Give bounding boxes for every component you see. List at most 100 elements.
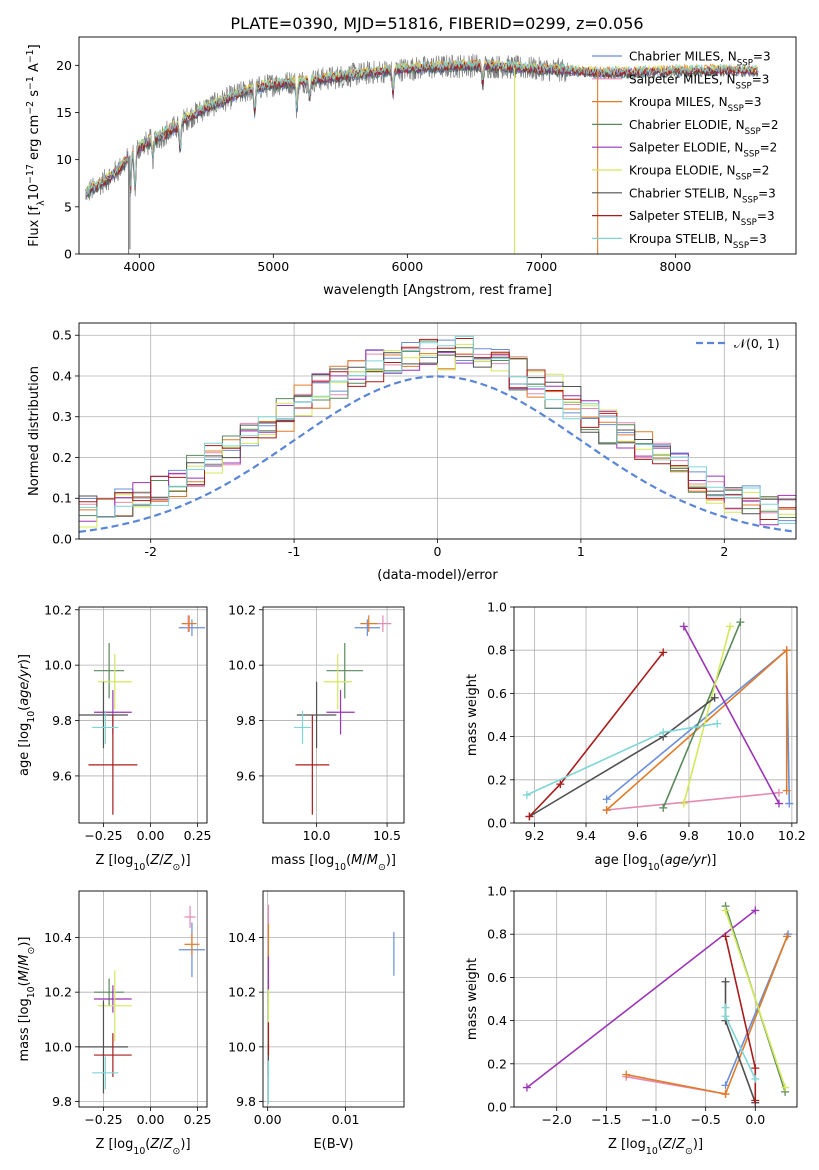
weight-line	[662, 621, 742, 809]
y-tick-label: 15	[56, 105, 72, 120]
weight-marker	[522, 1083, 531, 1092]
y-tick-label: 10.4	[228, 930, 256, 945]
figure-title: PLATE=0390, MJD=51816, FIBERID=0299, z=0…	[230, 14, 643, 33]
data-point-salpeter-stelib	[295, 715, 330, 815]
y-tick-label: 20	[56, 58, 72, 73]
weight-line	[526, 909, 756, 1089]
y-tick-label: 10.0	[44, 1039, 72, 1054]
x-axis-label: E(B-V)	[313, 1137, 353, 1152]
weight-line	[528, 697, 716, 818]
x-tick-label: 0.00	[254, 1112, 282, 1127]
y-tick-label: 5	[64, 199, 72, 214]
weight-marker	[602, 806, 611, 815]
weight-series-kroupa-elodie	[721, 906, 790, 1092]
weight-marker	[522, 790, 531, 799]
y-tick-label: 0.0	[487, 816, 507, 831]
x-tick-label: −2.0	[542, 1112, 572, 1127]
y-axis-label: age [log10(age/yr)]	[17, 654, 37, 776]
data-point-kroupa-stelib	[294, 710, 311, 745]
x-tick-label: 0.00	[137, 828, 165, 843]
data-point-salpeter-stelib	[94, 1033, 132, 1077]
x-tick-label: 7000	[525, 259, 557, 274]
y-tick-label: 10.2	[44, 985, 72, 1000]
residuals-histogram: -2 -1 0 1 2 0.0 0.1 0.2 0.3 0.4 0.5 𝒩(0, 1) (data-mo…	[27, 322, 797, 583]
weight-series-salpeter-stelib	[721, 932, 760, 1105]
y-tick-label: 1.0	[487, 600, 507, 615]
x-tick-label: 10.2	[778, 828, 806, 843]
normal-curve	[78, 375, 797, 533]
data-point-salpeter-elodie	[94, 985, 132, 1013]
x-axis-label: mass [log10(M/M⊙)]	[271, 853, 396, 873]
weight-series-salpeter-elodie	[522, 906, 760, 1092]
axes-frame	[78, 36, 797, 255]
axes-frame	[513, 606, 798, 824]
data-point-chabrier-elodie	[94, 643, 125, 699]
weight-marker	[721, 906, 730, 915]
y-tick-label: 9.6	[52, 768, 72, 783]
mass-vs-metallicity-chart: −0.25 0.00 0.25 9.8 10.0 10.2 10.4 Z [log10(Z/Z…	[17, 890, 212, 1157]
x-tick-label: 0.25	[184, 1112, 212, 1127]
legend-entry: Chabrier STELIB, NSSP=3	[629, 186, 776, 205]
data-point-salpeter-elodie	[326, 690, 355, 735]
y-tick-label: 0.5	[52, 328, 72, 343]
weight-line	[606, 792, 780, 811]
y-tick-label: 0.6	[487, 686, 507, 701]
weight-line	[724, 910, 786, 1088]
data-point-chabrier-stelib	[79, 681, 128, 749]
data-point-chabrier-elodie	[326, 643, 364, 699]
weight-marker	[602, 795, 611, 804]
weight-marker	[781, 1083, 790, 1092]
y-tick-label: 10.2	[228, 602, 256, 617]
x-axis-label: wavelength [Angstrom, rest frame]	[323, 283, 552, 298]
legend-entry: Chabrier MILES, NSSP=3	[629, 50, 771, 69]
histogram-kroupa-stelib	[78, 335, 797, 539]
x-tick-label: 2	[720, 544, 728, 559]
y-tick-label: 0	[64, 247, 72, 262]
data-point-kroupa-elodie	[323, 654, 352, 710]
weight-marker	[721, 932, 730, 941]
weight-marker	[774, 788, 783, 797]
y-tick-label: 10.0	[228, 1039, 256, 1054]
x-tick-label: -1	[288, 544, 300, 559]
y-tick-label: 0.0	[52, 532, 72, 547]
weight-marker	[751, 906, 760, 915]
data-point-salpeter-stelib	[88, 715, 138, 815]
data-point-chabrier-elodie	[94, 978, 125, 1006]
x-tick-label: 10.0	[726, 828, 754, 843]
weight-marker	[679, 799, 688, 808]
x-tick-label: 10.0	[303, 828, 331, 843]
weight-series-chabrier-elodie	[659, 618, 745, 812]
legend: Chabrier MILES, NSSP=3 Salpeter MILES, NS…	[592, 50, 778, 251]
y-axis-label: mass [log10(M/M⊙)]	[17, 937, 37, 1062]
weight-marker	[721, 1003, 730, 1012]
weight-marker	[659, 648, 668, 657]
weight-marker	[556, 780, 565, 789]
y-tick-label: 0.2	[487, 1056, 507, 1071]
weight-marker	[751, 1064, 760, 1073]
weight-series-kroupa-miles	[602, 646, 791, 815]
y-tick-label: 10.2	[228, 985, 256, 1000]
axes-frame	[513, 890, 798, 1108]
y-axis-label: Flux [fλ10−17 erg cm−2 s−1 A−1]	[25, 44, 47, 246]
axes-frame	[78, 606, 208, 824]
legend-entry: Salpeter STELIB, NSSP=3	[629, 209, 775, 228]
legend-entry: Salpeter ELODIE, NSSP=2	[629, 141, 777, 160]
legend-entry: Chabrier ELODIE, NSSP=2	[629, 118, 778, 137]
x-axis-label: Z [log10(Z/Z⊙)]	[608, 1137, 703, 1157]
y-tick-label: 0.8	[487, 927, 507, 942]
data-point-salpeter-miles	[184, 906, 196, 928]
data-point-chabrier-stelib	[79, 1000, 128, 1094]
x-tick-label: 0.0	[745, 1112, 765, 1127]
histogram-chabrier-stelib	[78, 351, 797, 539]
x-tick-label: 8000	[659, 259, 691, 274]
x-tick-label: 0.01	[332, 1112, 360, 1127]
x-tick-label: 10.5	[373, 828, 401, 843]
weight-marker	[785, 799, 794, 808]
weight-marker	[782, 646, 791, 655]
y-tick-label: 9.8	[52, 1094, 72, 1109]
y-tick-label: 0.4	[487, 729, 507, 744]
weight-vs-metallicity-chart: −2.0 −1.5 −1.0 −0.5 0.0 0.0 0.2 0.4 0.6 0.8 1.0 Z […	[465, 884, 798, 1157]
x-tick-label: 9.2	[525, 828, 545, 843]
data-point-kroupa-miles	[181, 615, 197, 632]
